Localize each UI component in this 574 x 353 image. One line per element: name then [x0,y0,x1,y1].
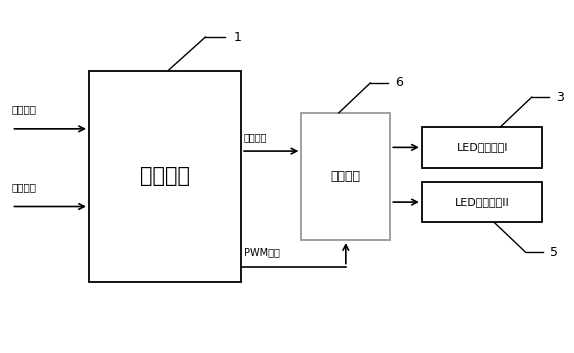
Text: PWM信号: PWM信号 [244,247,280,257]
Text: 调光信号: 调光信号 [11,104,37,114]
Bar [301,113,390,240]
Text: 1: 1 [234,31,242,43]
Text: 3: 3 [556,91,564,103]
Bar [89,71,241,282]
Text: LED发光单元II: LED发光单元II [455,197,510,207]
Text: 驱动模块: 驱动模块 [331,170,361,183]
Text: 调色信号: 调色信号 [11,182,37,192]
Bar [422,182,542,222]
Text: 驱动信号: 驱动信号 [244,132,267,142]
Bar [422,127,542,168]
Text: LED发光单元I: LED发光单元I [456,142,508,152]
Text: 5: 5 [550,246,559,259]
Text: 6: 6 [395,77,403,89]
Text: 控制芯片: 控制芯片 [140,167,190,186]
